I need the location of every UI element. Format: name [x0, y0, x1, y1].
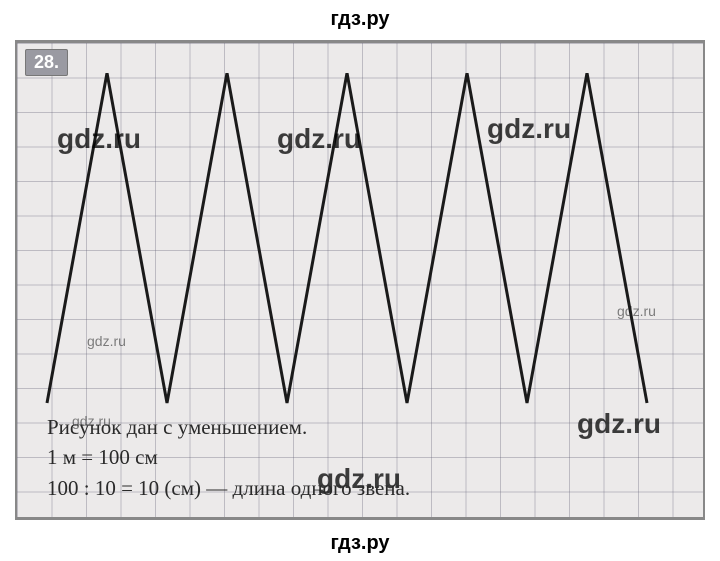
- site-footer: гдз.ру: [0, 532, 720, 555]
- site-header: гдз.ру: [0, 8, 720, 31]
- caption-block: Рисунок дан с уменьшением. 1 м = 100 см …: [47, 412, 410, 503]
- zigzag-line: [47, 73, 647, 403]
- caption-line-1: Рисунок дан с уменьшением.: [47, 412, 410, 442]
- caption-line-3: 100 : 10 = 10 (см) — длина одного звена.: [47, 473, 410, 503]
- zigzag-chart: [37, 73, 687, 423]
- exercise-number-badge: 28.: [25, 49, 68, 76]
- exercise-panel: 28. gdz.ru gdz.ru gdz.ru gdz.ru gdz.ru g…: [15, 40, 705, 520]
- caption-line-2: 1 м = 100 см: [47, 442, 410, 472]
